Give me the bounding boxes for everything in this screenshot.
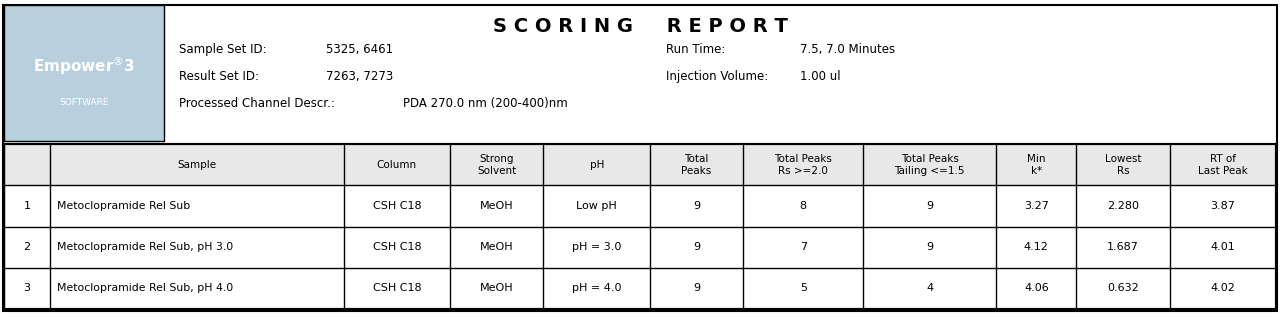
Text: CSH C18: CSH C18 bbox=[372, 283, 421, 294]
Text: Processed Channel Descr.:: Processed Channel Descr.: bbox=[179, 96, 335, 110]
Text: Result Set ID:: Result Set ID: bbox=[179, 69, 260, 83]
Text: Total
Peaks: Total Peaks bbox=[681, 154, 712, 176]
Text: pH = 4.0: pH = 4.0 bbox=[572, 283, 622, 294]
Text: 4: 4 bbox=[927, 283, 933, 294]
Text: Min
k*: Min k* bbox=[1027, 154, 1046, 176]
Text: SOFTWARE: SOFTWARE bbox=[59, 98, 109, 107]
Text: Metoclopramide Rel Sub: Metoclopramide Rel Sub bbox=[56, 201, 191, 211]
Text: Metoclopramide Rel Sub, pH 4.0: Metoclopramide Rel Sub, pH 4.0 bbox=[56, 283, 233, 294]
Text: 5: 5 bbox=[800, 283, 806, 294]
Text: 7.5, 7.0 Minutes: 7.5, 7.0 Minutes bbox=[800, 42, 895, 56]
Text: Total Peaks
Tailing <=1.5: Total Peaks Tailing <=1.5 bbox=[895, 154, 965, 176]
Text: 2.280: 2.280 bbox=[1107, 201, 1139, 211]
Text: 7263, 7273: 7263, 7273 bbox=[326, 69, 394, 83]
Text: CSH C18: CSH C18 bbox=[372, 242, 421, 252]
FancyBboxPatch shape bbox=[3, 5, 1277, 311]
Text: 3.27: 3.27 bbox=[1024, 201, 1048, 211]
Text: Total Peaks
Rs >=2.0: Total Peaks Rs >=2.0 bbox=[774, 154, 832, 176]
Text: 1.00 ul: 1.00 ul bbox=[800, 69, 841, 83]
Text: 0.632: 0.632 bbox=[1107, 283, 1139, 294]
Text: MeOH: MeOH bbox=[480, 201, 513, 211]
FancyBboxPatch shape bbox=[4, 144, 1276, 185]
Text: 5325, 6461: 5325, 6461 bbox=[326, 42, 393, 56]
Text: pH = 3.0: pH = 3.0 bbox=[572, 242, 621, 252]
Text: 9: 9 bbox=[927, 201, 933, 211]
Text: Injection Volume:: Injection Volume: bbox=[666, 69, 768, 83]
Text: 3: 3 bbox=[23, 283, 31, 294]
Text: Column: Column bbox=[376, 160, 417, 170]
Text: 8: 8 bbox=[800, 201, 806, 211]
Text: MeOH: MeOH bbox=[480, 242, 513, 252]
Text: Strong
Solvent: Strong Solvent bbox=[477, 154, 516, 176]
Text: 9: 9 bbox=[927, 242, 933, 252]
Text: Empower$^\circledR$3: Empower$^\circledR$3 bbox=[33, 55, 134, 77]
Text: S C O R I N G     R E P O R T: S C O R I N G R E P O R T bbox=[493, 17, 787, 36]
Text: PDA 270.0 nm (200-400)nm: PDA 270.0 nm (200-400)nm bbox=[403, 96, 568, 110]
Text: 4.06: 4.06 bbox=[1024, 283, 1048, 294]
Text: MeOH: MeOH bbox=[480, 283, 513, 294]
Text: 4.01: 4.01 bbox=[1211, 242, 1235, 252]
Text: pH: pH bbox=[590, 160, 604, 170]
Text: 7: 7 bbox=[800, 242, 806, 252]
Text: Metoclopramide Rel Sub, pH 3.0: Metoclopramide Rel Sub, pH 3.0 bbox=[56, 242, 233, 252]
FancyBboxPatch shape bbox=[4, 5, 164, 141]
Text: 2: 2 bbox=[23, 242, 31, 252]
Text: 4.02: 4.02 bbox=[1211, 283, 1235, 294]
Text: 9: 9 bbox=[692, 201, 700, 211]
Text: CSH C18: CSH C18 bbox=[372, 201, 421, 211]
Text: 9: 9 bbox=[692, 283, 700, 294]
Text: 1.687: 1.687 bbox=[1107, 242, 1139, 252]
Text: RT of
Last Peak: RT of Last Peak bbox=[1198, 154, 1248, 176]
Text: 3.87: 3.87 bbox=[1211, 201, 1235, 211]
Text: 9: 9 bbox=[692, 242, 700, 252]
Text: Sample Set ID:: Sample Set ID: bbox=[179, 42, 266, 56]
Text: Sample: Sample bbox=[178, 160, 216, 170]
Text: Lowest
Rs: Lowest Rs bbox=[1105, 154, 1142, 176]
Text: Low pH: Low pH bbox=[576, 201, 617, 211]
Text: 1: 1 bbox=[23, 201, 31, 211]
Text: Run Time:: Run Time: bbox=[666, 42, 724, 56]
Text: 4.12: 4.12 bbox=[1024, 242, 1048, 252]
